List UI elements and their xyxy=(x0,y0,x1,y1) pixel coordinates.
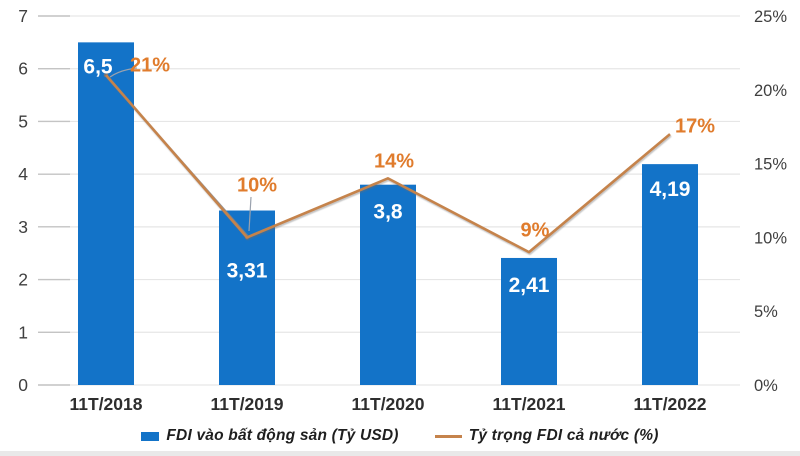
bar-11T/2021 xyxy=(501,257,557,385)
left-axis-tick-label: 6 xyxy=(18,59,28,79)
x-axis-category-label: 11T/2020 xyxy=(352,394,425,414)
right-axis-tick-label: 20% xyxy=(754,82,787,100)
callout-leader-line xyxy=(109,67,138,78)
x-axis-category-label: 11T/2021 xyxy=(493,394,566,414)
line-series xyxy=(105,74,671,254)
line-value-label: 17% xyxy=(675,116,715,138)
left-axis-tick-label: 4 xyxy=(18,164,28,184)
right-axis-tick-label: 5% xyxy=(754,303,778,321)
left-axis-tick-label: 7 xyxy=(18,6,28,26)
right-axis-tick-label: 15% xyxy=(754,156,787,174)
line-value-label: 21% xyxy=(130,55,170,77)
left-axis-tick-label: 3 xyxy=(18,217,28,237)
chart-legend: FDI vào bất động sản (Tỷ USD) Tỷ trọng F… xyxy=(0,423,800,449)
fdi-combo-chart: 0 1 2 3 4 5 6 7 0% 5% 10% 15% 20% 25% 6,5 3,31 3,8 2,41 4,… xyxy=(18,6,787,414)
legend-label-bar-series: FDI vào bất động sản (Tỷ USD) xyxy=(166,427,399,444)
bar-value-label: 3,31 xyxy=(227,260,268,283)
bar-11T/2020 xyxy=(360,184,416,385)
bar-value-label: 3,8 xyxy=(373,201,403,224)
bar-value-label: 6,5 xyxy=(83,55,113,78)
bar-value-label: 4,19 xyxy=(650,178,691,201)
line-value-label: 9% xyxy=(521,220,550,242)
bar-11T/2022 xyxy=(642,164,698,385)
right-axis-tick-label: 0% xyxy=(754,377,778,395)
legend-label-line-series: Tỷ trọng FDI cả nước (%) xyxy=(468,427,659,444)
bar-series-swatch-icon xyxy=(141,431,160,441)
bar-value-label: 2,41 xyxy=(509,274,550,297)
x-axis-category-label: 11T/2019 xyxy=(211,394,284,414)
x-axis-category-label: 11T/2022 xyxy=(634,394,707,414)
legend-item-bar-series: FDI vào bất động sản (Tỷ USD) xyxy=(141,427,398,445)
left-axis-tick-label: 2 xyxy=(18,270,28,290)
left-axis-tick-label: 1 xyxy=(18,322,28,342)
line-series-swatch-icon xyxy=(434,434,462,438)
x-axis-category-label: 11T/2018 xyxy=(70,394,143,414)
bar-11T/2018 xyxy=(78,42,134,385)
right-axis-tick-label: 10% xyxy=(754,229,787,247)
left-axis-tick-label: 5 xyxy=(18,111,28,131)
line-value-label: 10% xyxy=(237,175,277,197)
bottom-edge-strip xyxy=(0,451,800,456)
callout-leader-line xyxy=(248,196,252,232)
right-axis-tick-label: 25% xyxy=(754,8,787,26)
legend-item-line-series: Tỷ trọng FDI cả nước (%) xyxy=(434,427,659,445)
left-axis-tick-label: 0 xyxy=(18,375,28,395)
line-value-label: 14% xyxy=(374,151,414,173)
